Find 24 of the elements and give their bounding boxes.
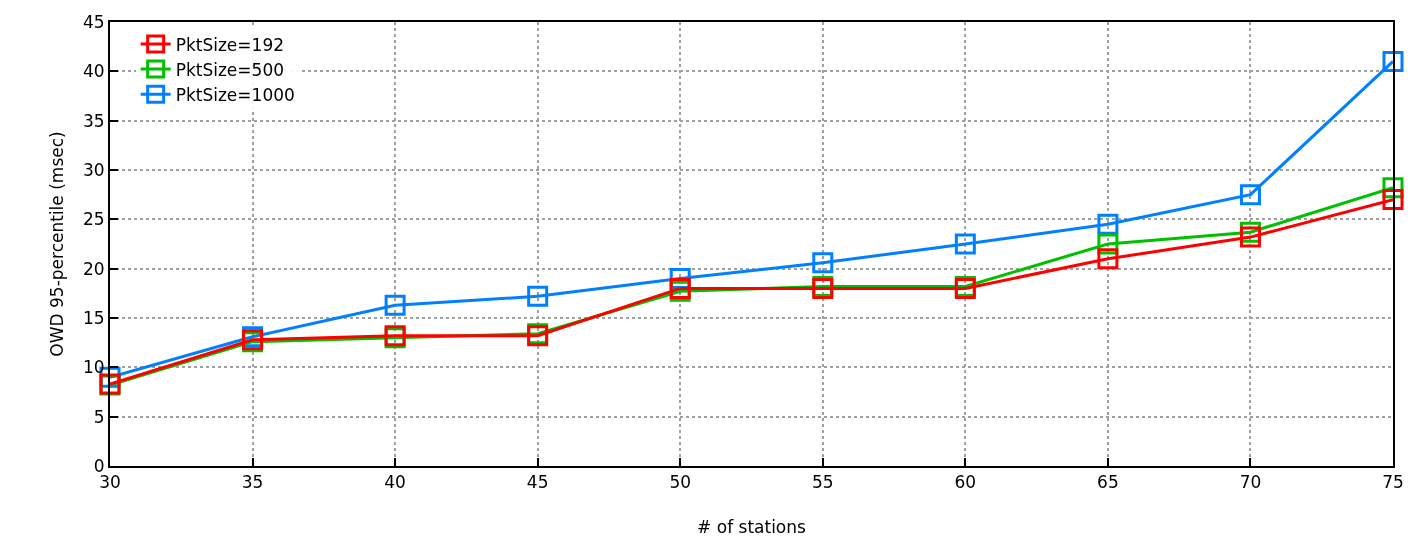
y-tick-label: 0 <box>93 455 105 476</box>
x-tick-label: 70 <box>1239 472 1262 493</box>
x-tick-label: 35 <box>241 472 264 493</box>
x-tick-label: 40 <box>384 472 406 493</box>
legend-label: PktSize=500 <box>175 59 285 80</box>
x-tick-label: 60 <box>954 472 977 493</box>
y-tick-label: 45 <box>82 11 105 32</box>
x-axis-title: # of stations <box>697 517 807 538</box>
legend-label: PktSize=1000 <box>175 84 295 105</box>
y-tick-label: 20 <box>82 258 105 279</box>
x-tick-label: 65 <box>1097 472 1119 493</box>
x-tick-label: 55 <box>811 472 834 493</box>
legend-label: PktSize=192 <box>175 34 285 55</box>
y-tick-label: 40 <box>82 61 105 82</box>
x-tick-label: 75 <box>1382 472 1404 493</box>
y-tick-label: 10 <box>82 357 105 378</box>
y-axis-title: OWD 95-percentile (msec) <box>47 131 68 357</box>
x-tick-label: 50 <box>669 472 692 493</box>
y-tick-label: 30 <box>82 159 105 180</box>
y-tick-label: 35 <box>82 110 105 131</box>
y-tick-label: 25 <box>82 209 105 230</box>
x-tick-label: 45 <box>526 472 549 493</box>
y-tick-label: 15 <box>82 307 105 328</box>
y-tick-label: 5 <box>93 406 105 427</box>
